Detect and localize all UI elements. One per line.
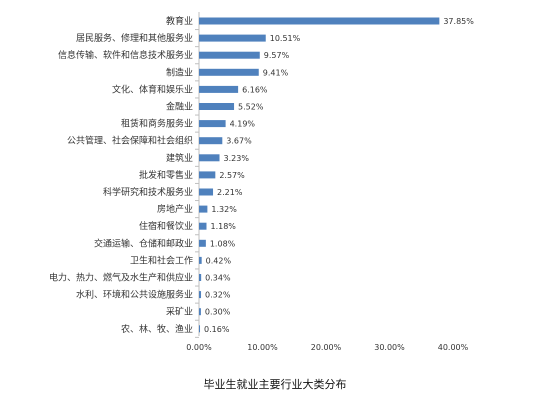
x-tick-label: 20.00% [311, 343, 342, 352]
x-tick-label: 30.00% [374, 343, 405, 352]
data-label: 0.16% [204, 325, 230, 334]
data-label: 0.34% [205, 274, 231, 283]
category-label: 居民服务、修理和其他服务业 [76, 32, 193, 44]
category-label: 教育业 [166, 15, 193, 27]
category-label: 卫生和社会工作 [130, 254, 193, 266]
bar [199, 68, 259, 76]
bar [199, 137, 223, 145]
data-label: 3.23% [224, 154, 250, 163]
bar [199, 85, 239, 93]
category-label: 农、林、牧、渔业 [121, 323, 193, 335]
category-label: 租赁和商务服务业 [121, 118, 193, 130]
data-label: 1.08% [210, 239, 236, 248]
category-label: 公共管理、社会保障和社会组织 [67, 135, 193, 147]
data-label: 5.52% [238, 103, 264, 112]
bar [199, 308, 201, 316]
bar [199, 256, 202, 264]
chart-title: 毕业生就业主要行业大类分布 [203, 378, 347, 391]
data-label: 2.57% [219, 171, 245, 180]
data-label: 3.67% [226, 137, 252, 146]
category-label: 金融业 [166, 101, 193, 113]
data-label: 4.19% [230, 120, 256, 129]
data-label: 0.32% [205, 291, 231, 300]
data-label: 9.57% [264, 51, 290, 60]
bar [199, 205, 208, 213]
data-label: 37.85% [443, 17, 474, 26]
data-label: 0.30% [205, 308, 231, 317]
data-label: 2.21% [217, 188, 243, 197]
bar [199, 188, 214, 196]
category-label: 交通运输、仓储和邮政业 [94, 237, 193, 249]
data-label: 1.32% [211, 205, 237, 214]
x-tick-label: 40.00% [438, 343, 469, 352]
category-label: 批发和零售业 [139, 169, 193, 181]
bar-chart: 教育业 37.85% 居民服务、修理和其他服务业 10.51% 信息传输、软件和信息技术… [49, 12, 474, 352]
bar [199, 239, 206, 247]
data-label: 1.18% [210, 222, 236, 231]
x-tick-label: 10.00% [247, 343, 278, 352]
bar [199, 120, 226, 128]
category-label: 文化、体育和娱乐业 [112, 83, 193, 95]
category-label: 制造业 [166, 66, 193, 78]
category-label: 建筑业 [166, 152, 193, 164]
data-label: 6.16% [242, 85, 268, 94]
data-label: 0.42% [206, 256, 232, 265]
bar [199, 325, 201, 333]
bar [199, 154, 220, 162]
category-label: 科学研究和技术服务业 [103, 186, 193, 198]
bar [199, 34, 266, 42]
x-tick-label: 0.00% [186, 343, 212, 352]
data-label: 9.41% [263, 68, 289, 77]
data-label: 10.51% [270, 34, 301, 43]
category-label: 信息传输、软件和信息技术服务业 [58, 49, 193, 61]
bar [199, 274, 202, 281]
bar [199, 103, 235, 110]
bar [199, 291, 202, 299]
category-label: 房地产业 [157, 203, 193, 215]
bar [199, 171, 216, 179]
bar [199, 51, 260, 59]
category-label: 水利、环境和公共设施服务业 [76, 289, 193, 301]
category-label: 采矿业 [166, 306, 193, 318]
category-label: 住宿和餐饮业 [139, 220, 193, 232]
category-label: 电力、热力、燃气及水生产和供应业 [49, 272, 193, 284]
bar [199, 17, 440, 25]
bar [199, 222, 207, 230]
